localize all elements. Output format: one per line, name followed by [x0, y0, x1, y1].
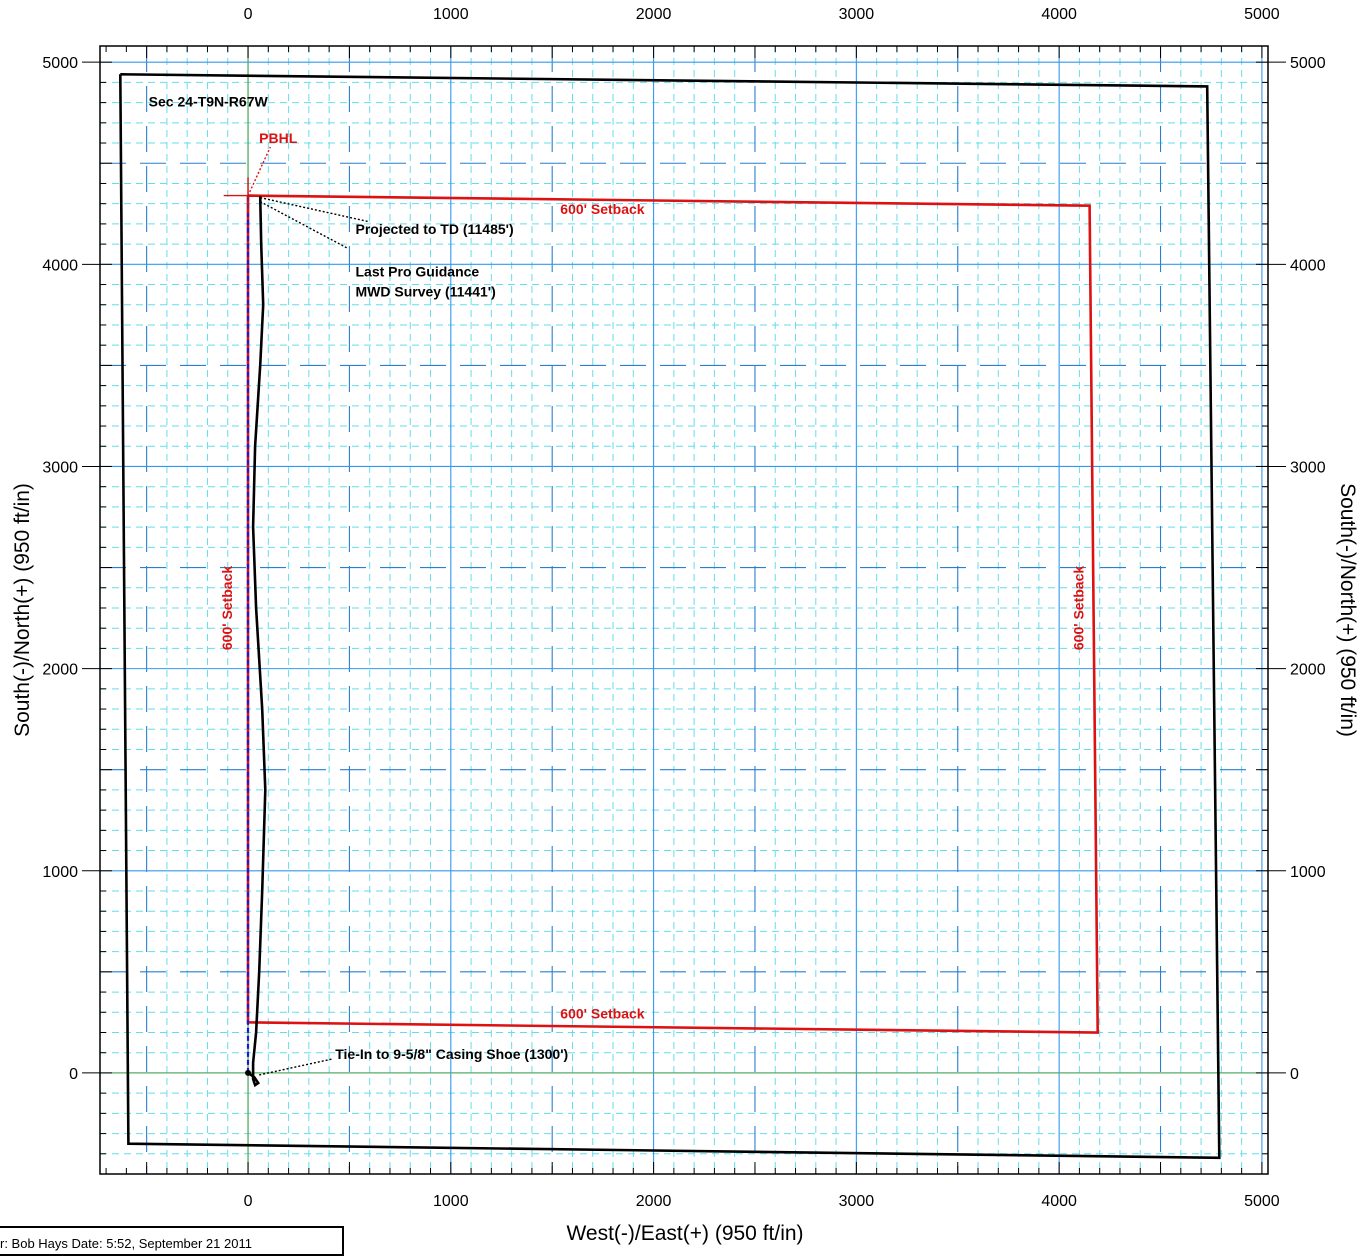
- annotation-label: Last Pro Guidance: [356, 263, 480, 279]
- last-survey-leader: [259, 201, 348, 249]
- axis-ticks: [82, 46, 1286, 1175]
- tie-in-leader: [259, 1058, 334, 1076]
- y-tick-label-right: 1000: [1290, 864, 1326, 881]
- annotations: Sec 24-T9N-R67W PBHL Projected to TD (1148…: [149, 94, 1087, 1062]
- y-tick-label-right: 4000: [1290, 257, 1326, 274]
- footer-info-box: r: Bob Hays Date: 5:52, September 21 201…: [0, 1226, 344, 1256]
- y-tick-label-left: 2000: [42, 662, 78, 679]
- pbhl-leader: [247, 146, 271, 196]
- x-tick-label-top: 5000: [1244, 6, 1280, 23]
- x-tick-label-top: 1000: [433, 6, 469, 23]
- y-tick-label-right: 0: [1290, 1066, 1299, 1083]
- footer-text: r: Bob Hays Date: 5:52, September 21 201…: [0, 1236, 252, 1251]
- x-tick-label-top: 0: [244, 6, 253, 23]
- y-axis-title-left: South(-)/North(+) (950 ft/in): [11, 483, 34, 737]
- x-tick-label-bottom: 0: [244, 1193, 253, 1210]
- y-tick-label-right: 2000: [1290, 662, 1326, 679]
- annotation-label: Tie-In to 9-5/8" Casing Shoe (1300'): [335, 1046, 568, 1062]
- x-axis-title: West(-)/East(+) (950 ft/in): [566, 1222, 803, 1245]
- y-tick-label-right: 3000: [1290, 459, 1326, 476]
- annotation-label: Projected to TD (11485'): [356, 221, 514, 237]
- td-leader: [260, 196, 370, 223]
- x-tick-label-bottom: 1000: [433, 1193, 469, 1210]
- x-tick-label-bottom: 5000: [1244, 1193, 1280, 1210]
- y-tick-label-left: 0: [69, 1066, 78, 1083]
- series-layer: [119, 73, 1221, 1160]
- x-tick-label-bottom: 2000: [636, 1193, 672, 1210]
- y-tick-label-left: 1000: [42, 864, 78, 881]
- x-tick-label-bottom: 3000: [839, 1193, 875, 1210]
- x-tick-label-top: 3000: [839, 6, 875, 23]
- section-lines: [119, 73, 1221, 1160]
- x-tick-label-top: 2000: [636, 6, 672, 23]
- y-tick-label-left: 4000: [42, 257, 78, 274]
- annotation-label: MWD Survey (11441'): [356, 284, 496, 300]
- annotation-label: Sec 24-T9N-R67W: [149, 94, 269, 110]
- axis-tick-labels: 0 0 1000 1000 2000 2000 3000 3000 4000 4000 5000 50…: [42, 6, 1325, 1210]
- y-axis-title-right: South(-)/North(+) (950 ft/in): [1336, 483, 1359, 737]
- x-tick-label-top: 4000: [1041, 6, 1077, 23]
- minor-grid: [100, 46, 1268, 1174]
- setback-lines: [246, 194, 1100, 1034]
- y-tick-label-left: 5000: [42, 55, 78, 72]
- y-tick-label-left: 3000: [42, 459, 78, 476]
- leader-lines: [247, 146, 370, 1076]
- tie-in-marker: [245, 1069, 252, 1076]
- y-tick-label-right: 5000: [1290, 55, 1326, 72]
- plot-frame: [99, 45, 1269, 1175]
- x-tick-label-bottom: 4000: [1041, 1193, 1077, 1210]
- annotation-label: PBHL: [259, 130, 298, 146]
- annotation-label: 600' Setback: [560, 201, 644, 217]
- actual-wellbore: [247, 195, 267, 1088]
- annotation-label: 600' Setback: [219, 566, 235, 650]
- annotation-label: 600' Setback: [1070, 566, 1086, 650]
- annotation-label: 600' Setback: [560, 1005, 644, 1021]
